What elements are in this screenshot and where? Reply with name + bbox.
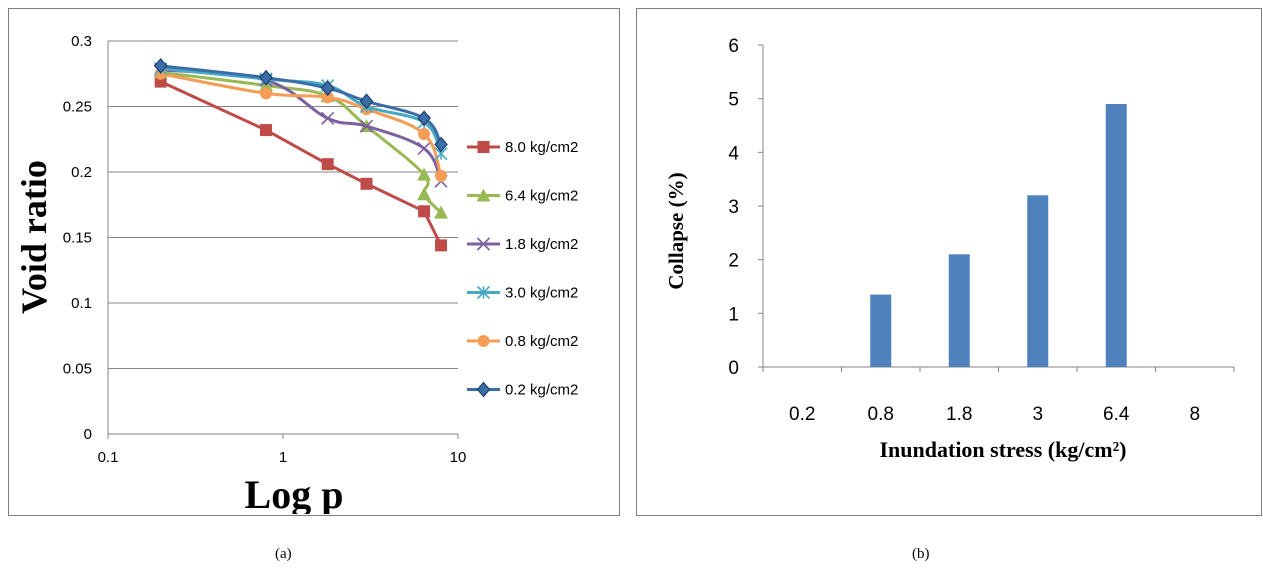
x-tick-label: 0.1	[98, 449, 119, 466]
data-point	[321, 158, 334, 171]
chart-panel-b: 0 1 2 3 4 5 6 0.2 0.8 1.8 3 6.4 8 Inundation stress (…	[636, 8, 1262, 516]
x-tick-label: 1.8	[946, 404, 972, 425]
legend-item: 8.0 kg/cm2	[467, 139, 578, 156]
data-point	[434, 205, 449, 219]
x-tick-label: 3	[1032, 404, 1043, 425]
y-tick-label: 2	[728, 251, 739, 272]
x-tick-label: 10	[450, 449, 467, 466]
x-tick-label: 0.2	[789, 404, 815, 425]
data-point	[418, 128, 431, 141]
data-point	[434, 136, 448, 153]
legend-label: 8.0 kg/cm2	[505, 139, 578, 156]
gridlines	[108, 40, 458, 369]
data-point	[417, 110, 431, 127]
data-point	[417, 167, 432, 181]
series-line	[160, 70, 443, 214]
legend-marker	[476, 381, 491, 398]
series-1	[153, 65, 449, 219]
data-point	[153, 57, 168, 74]
y-tick-label: 0.1	[71, 295, 92, 312]
x-tick-label: 0.8	[868, 404, 894, 425]
legend-label: 1.8 kg/cm2	[505, 236, 578, 253]
bar	[1027, 195, 1049, 367]
legend: 8.0 kg/cm2 6.4 kg/cm2 1.8 kg/cm2 3.0 kg/cm2…	[467, 139, 578, 399]
y-tick-label: 4	[728, 143, 739, 164]
y-axis-label: Collapse (%)	[664, 172, 688, 289]
bars	[870, 104, 1127, 368]
y-tick-label: 0	[728, 358, 739, 379]
legend-item: 1.8 kg/cm2	[467, 236, 578, 253]
legend-label: 0.8 kg/cm2	[505, 333, 578, 350]
caption-b: (b)	[912, 546, 930, 562]
legend-label: 0.2 kg/cm2	[505, 382, 578, 399]
legend-marker	[476, 237, 491, 251]
data-point	[320, 80, 335, 97]
legend-label: 3.0 kg/cm2	[505, 285, 578, 302]
legend-item: 3.0 kg/cm2	[467, 285, 578, 302]
legend-marker	[476, 285, 491, 300]
data-point	[417, 141, 431, 155]
data-point	[260, 124, 273, 137]
void-ratio-line-chart: 0 0.05 0.1 0.15 0.2 0.25 0.3 0.1 1 10 Log p Void ra…	[14, 33, 578, 517]
data-point	[259, 69, 273, 86]
legend-label: 6.4 kg/cm2	[505, 188, 578, 205]
x-axis-label: Inundation stress (kg/cm²)	[879, 437, 1126, 462]
bar	[870, 294, 892, 367]
series-5	[153, 57, 448, 153]
legend-marker	[477, 141, 490, 153]
y-tick-label: 6	[728, 36, 739, 57]
y-tick-label: 0.05	[63, 361, 92, 378]
chart-panel-a: 0 0.05 0.1 0.15 0.2 0.25 0.3 0.1 1 10 Log p Void ra…	[8, 8, 620, 517]
y-tick-label: 0.2	[71, 164, 92, 181]
y-tick-label: 0	[84, 426, 92, 443]
x-tick-label: 8	[1189, 404, 1200, 425]
data-point	[435, 239, 448, 252]
data-point	[417, 187, 432, 201]
y-tick-label: 0.3	[71, 33, 92, 50]
data-point	[435, 169, 448, 182]
y-tick-label: 1	[728, 304, 739, 325]
legend-item: 0.2 kg/cm2	[467, 382, 578, 399]
series-line	[160, 68, 443, 182]
legend-item: 0.8 kg/cm2	[467, 333, 578, 350]
y-tick-label: 3	[728, 197, 739, 218]
data-point	[418, 205, 431, 218]
x-axis-label: Log p	[245, 472, 344, 514]
collapse-bar-chart: 0 1 2 3 4 5 6 0.2 0.8 1.8 3 6.4 8 Inundation stress (…	[664, 36, 1235, 462]
data-point	[359, 93, 374, 110]
x-tick-label: 6.4	[1103, 404, 1130, 425]
data-point	[321, 91, 334, 104]
y-tick-label: 5	[728, 90, 739, 111]
y-tick-label: 0.15	[63, 230, 92, 247]
x-tick-label: 1	[279, 449, 287, 466]
y-axis-label: Void ratio	[14, 160, 54, 314]
bar	[1105, 104, 1127, 368]
series-0	[154, 75, 448, 252]
data-point	[260, 87, 273, 100]
legend-marker	[476, 188, 491, 202]
caption-a: (a)	[275, 546, 292, 562]
y-tick-label: 0.25	[63, 99, 92, 116]
series-4	[154, 67, 448, 182]
data-point	[321, 111, 335, 125]
data-point	[360, 177, 373, 190]
data-point	[359, 119, 374, 133]
bar	[948, 254, 970, 367]
legend-item: 6.4 kg/cm2	[467, 188, 578, 205]
legend-marker	[477, 335, 490, 347]
